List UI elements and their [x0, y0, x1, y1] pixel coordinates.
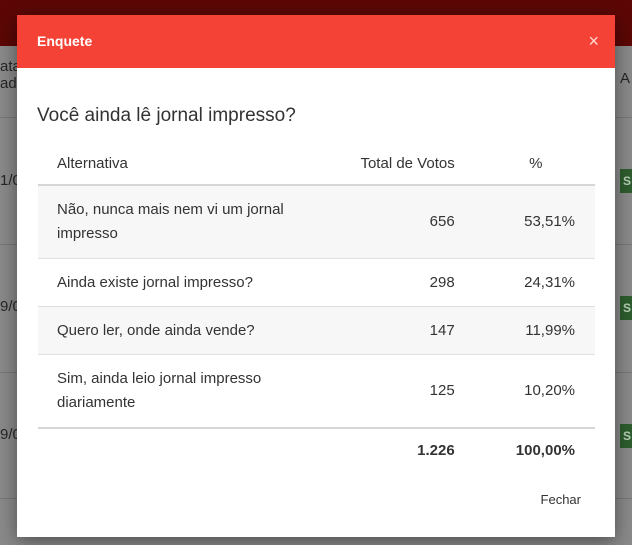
background-row-date: 1/0 [0, 172, 21, 189]
column-header-alternative: Alternativa [38, 143, 318, 186]
cell-total-votes: 1.226 [318, 427, 476, 473]
cell-percent: 11,99% [475, 306, 595, 355]
table-row: Sim, ainda leio jornal impresso diariame… [38, 354, 595, 428]
close-icon[interactable]: × [588, 31, 599, 51]
background-status-badge: S [620, 169, 632, 193]
cell-alternative: Sim, ainda leio jornal impresso diariame… [38, 354, 318, 428]
cell-total-label [38, 427, 318, 473]
poll-modal: Enquete × Você ainda lê jornal impresso?… [17, 15, 615, 537]
cell-votes: 125 [318, 354, 476, 428]
background-row-date: 9/0 [0, 426, 21, 443]
alternative-text: Não, nunca mais nem vi um jornal impress… [57, 201, 284, 242]
cell-total-percent: 100,00% [475, 427, 595, 473]
cell-votes: 656 [318, 184, 476, 259]
table-row: Quero ler, onde ainda vende? 147 11,99% [38, 306, 595, 355]
cell-percent: 10,20% [475, 354, 595, 428]
cell-percent: 53,51% [475, 184, 595, 259]
table-row: Ainda existe jornal impresso? 298 24,31% [38, 258, 595, 307]
table-total-row: 1.226 100,00% [38, 427, 595, 473]
column-header-percent: % [475, 143, 595, 186]
background-status-badge: S [620, 296, 632, 320]
cell-alternative: Quero ler, onde ainda vende? [38, 306, 318, 355]
modal-title: Enquete [37, 33, 93, 49]
poll-question: Você ainda lê jornal impresso? [37, 105, 296, 126]
background-header-line1: ata [0, 58, 21, 75]
cell-votes: 147 [318, 306, 476, 355]
modal-header: Enquete × [17, 15, 615, 68]
table-row: Não, nunca mais nem vi um jornal impress… [38, 184, 595, 259]
cell-alternative: Não, nunca mais nem vi um jornal impress… [38, 184, 318, 259]
cell-alternative: Ainda existe jornal impresso? [38, 258, 318, 307]
cell-percent: 24,31% [475, 258, 595, 307]
close-button[interactable]: Fechar [540, 492, 581, 507]
column-header-votes: Total de Votos [318, 143, 476, 186]
background-column-header-right: A [620, 70, 631, 87]
poll-results-table: Alternativa Total de Votos % Não, nunca … [38, 143, 595, 473]
background-status-badge: S [620, 424, 632, 448]
cell-votes: 298 [318, 258, 476, 307]
table-header-row: Alternativa Total de Votos % [38, 143, 595, 186]
alternative-text: Sim, ainda leio jornal impresso diariame… [57, 370, 262, 411]
background-row-date: 9/0 [0, 298, 21, 315]
